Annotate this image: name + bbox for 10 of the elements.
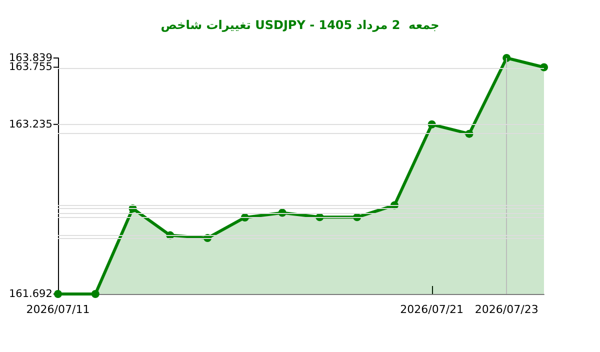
x-tick-label: 2026/07/21 xyxy=(400,303,464,316)
x-tick-label: 2026/07/23 xyxy=(474,303,538,316)
y-tick-label: 163.755 xyxy=(9,61,52,74)
y-tick-label: 163.235 xyxy=(9,118,52,130)
x-tick-label: 2026/07/11 xyxy=(26,303,90,316)
point xyxy=(91,290,100,298)
point xyxy=(540,63,548,72)
chart-title: تغییرات شاخص USDJPY - جمعه 2 مرداد 1405 xyxy=(160,18,440,32)
y-tick-label: 161.692 xyxy=(9,288,52,300)
point xyxy=(502,54,511,62)
